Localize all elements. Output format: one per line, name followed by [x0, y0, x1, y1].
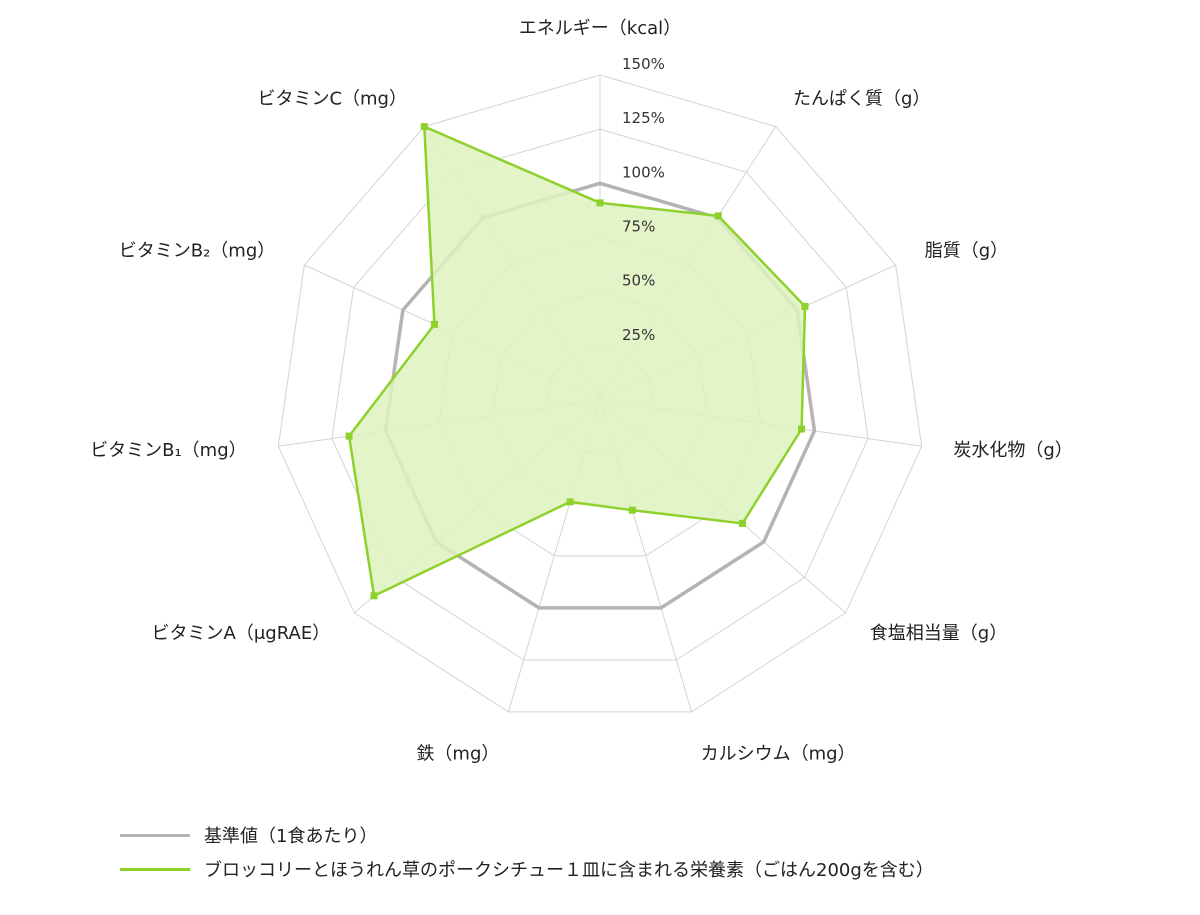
series-point-2 [801, 302, 809, 310]
series-point-7 [370, 592, 378, 600]
axis-label: ビタミンB₂（mg） [119, 241, 276, 262]
legend-swatch-recipe [120, 867, 190, 871]
series-point-3 [798, 425, 806, 433]
tick-label: 75% [622, 218, 655, 236]
tick-labels: 25% 50% 75% 100% 125% 150% [622, 55, 665, 344]
axis-label: カルシウム（mg） [701, 744, 856, 765]
axis-labels: エネルギー（kcal） たんぱく質（g） 脂質（g） 炭水化物（g） 食塩相当量（g） カ… [90, 18, 1073, 765]
series-point-10 [420, 123, 428, 131]
legend-item-baseline: 基準値（1食あたり） [120, 818, 934, 852]
legend-label-baseline: 基準値（1食あたり） [204, 826, 378, 847]
tick-label: 25% [622, 326, 655, 344]
series-line-1 [347, 125, 807, 598]
legend: 基準値（1食あたり） ブロッコリーとほうれん草のポークシチュー１皿に含まれる栄養… [120, 818, 934, 886]
legend-label-recipe: ブロッコリーとほうれん草のポークシチュー１皿に含まれる栄養素（ごはん200gを含… [204, 860, 934, 881]
series-point-4 [738, 519, 746, 527]
legend-item-recipe: ブロッコリーとほうれん草のポークシチュー１皿に含まれる栄養素（ごはん200gを含… [120, 852, 934, 886]
axis-label: 鉄（mg） [416, 744, 499, 765]
grid-ring [331, 128, 869, 661]
series-point-1 [714, 212, 722, 220]
series-point-6 [566, 498, 574, 506]
axis-label: ビタミンC（mg） [257, 89, 407, 110]
series-point-0 [596, 199, 604, 207]
axis-label: 脂質（g） [925, 241, 1008, 262]
series-point-9 [430, 320, 438, 328]
grid-ring [277, 74, 923, 713]
radar-series [345, 123, 817, 610]
axis-label: たんぱく質（g） [793, 89, 930, 110]
tick-label: 150% [622, 55, 665, 73]
axis-label: エネルギー（kcal） [519, 18, 681, 39]
axis-label: ビタミンA（μgRAE） [152, 623, 331, 644]
series-point-8 [345, 432, 353, 440]
axis-label: 食塩相当量（g） [870, 623, 1007, 644]
tick-label: 100% [622, 163, 665, 181]
series-point-5 [628, 506, 636, 514]
tick-label: 50% [622, 272, 655, 290]
legend-swatch-baseline [120, 833, 190, 837]
axis-label: 炭水化物（g） [953, 440, 1072, 461]
axis-label: ビタミンB₁（mg） [90, 440, 247, 461]
tick-label: 125% [622, 109, 665, 127]
